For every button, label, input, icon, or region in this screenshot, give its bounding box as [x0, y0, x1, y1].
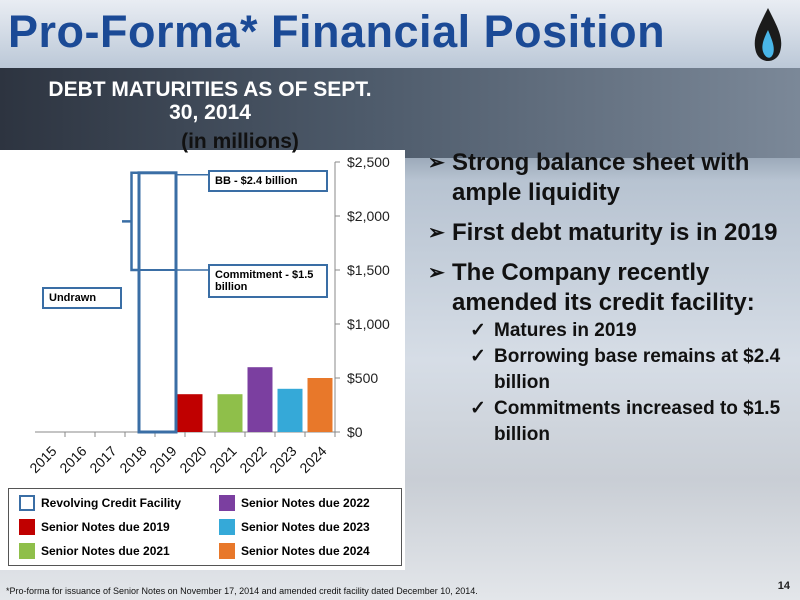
- bar: [307, 378, 333, 432]
- x-tick-label: 2022: [236, 443, 269, 476]
- bullet: Strong balance sheet with ample liquidit…: [428, 148, 788, 208]
- footnote: *Pro-forma for issuance of Senior Notes …: [6, 586, 478, 596]
- bar: [247, 367, 273, 432]
- legend-label: Senior Notes due 2024: [241, 544, 370, 558]
- x-tick-label: 2024: [296, 443, 329, 476]
- page-number: 14: [777, 580, 790, 592]
- x-tick-label: 2021: [206, 443, 239, 476]
- y-tick-label: $1,500: [347, 262, 390, 278]
- logo: [754, 8, 782, 61]
- bar: [277, 388, 303, 432]
- chart: $0$500$1,000$1,500$2,000$2,5002015201620…: [26, 154, 390, 476]
- y-tick-label: $2,500: [347, 154, 390, 170]
- legend-label: Senior Notes due 2021: [41, 544, 170, 558]
- x-tick-label: 2018: [116, 443, 149, 476]
- undrawn-brace: [122, 171, 140, 272]
- annotation: Commitment - $1.5 billion: [208, 264, 328, 298]
- legend-item: Senior Notes due 2023: [219, 519, 370, 535]
- slide-title: Pro-Forma* Financial Position: [8, 6, 666, 57]
- annotation: BB - $2.4 billion: [208, 170, 328, 192]
- x-tick-label: 2015: [26, 443, 59, 476]
- legend: Revolving Credit Facility Senior Notes du…: [8, 488, 402, 566]
- legend-item: Senior Notes due 2021: [19, 543, 170, 559]
- legend-label: Senior Notes due 2019: [41, 520, 170, 534]
- sub-bullet: Matures in 2019: [470, 318, 788, 344]
- sub-bullet: Borrowing base remains at $2.4 billion: [470, 344, 788, 396]
- y-tick-label: $1,000: [347, 316, 390, 332]
- legend-swatch: [219, 495, 235, 511]
- sub-bullet: Commitments increased to $1.5 billion: [470, 396, 788, 448]
- x-tick-label: 2020: [176, 443, 209, 476]
- bar: [177, 394, 203, 432]
- chart-title: DEBT MATURITIES AS OF SEPT. 30, 2014: [48, 78, 372, 124]
- logo-flame-inner: [762, 30, 774, 58]
- y-tick-label: $500: [347, 370, 378, 386]
- legend-swatch: [19, 543, 35, 559]
- x-tick-label: 2023: [266, 443, 299, 476]
- x-tick-label: 2017: [86, 443, 119, 476]
- bullet: First debt maturity is in 2019: [428, 218, 788, 248]
- legend-label: Senior Notes due 2022: [241, 496, 370, 510]
- bar-outline: [137, 171, 178, 434]
- x-tick-label: 2016: [56, 443, 89, 476]
- x-tick-label: 2019: [146, 443, 179, 476]
- legend-item: Revolving Credit Facility: [19, 495, 181, 511]
- legend-label: Senior Notes due 2023: [241, 520, 370, 534]
- annotation: Undrawn: [42, 287, 122, 309]
- chart-subtitle: (in millions): [181, 130, 299, 153]
- legend-item: Senior Notes due 2024: [219, 543, 370, 559]
- legend-swatch: [219, 519, 235, 535]
- legend-swatch: [19, 495, 35, 511]
- legend-swatch: [219, 543, 235, 559]
- bar: [217, 394, 243, 432]
- legend-label: Revolving Credit Facility: [41, 496, 182, 510]
- y-tick-label: $0: [347, 424, 363, 440]
- legend-item: Senior Notes due 2022: [219, 495, 370, 511]
- legend-item: Senior Notes due 2019: [19, 519, 170, 535]
- header-photo-band: [0, 68, 800, 158]
- bullet: The Company recently amended its credit …: [428, 258, 788, 448]
- y-tick-label: $2,000: [347, 208, 390, 224]
- bullet-list: Strong balance sheet with ample liquidit…: [428, 148, 788, 458]
- sub-bullet-list: Matures in 2019Borrowing base remains at…: [452, 318, 788, 448]
- legend-swatch: [19, 519, 35, 535]
